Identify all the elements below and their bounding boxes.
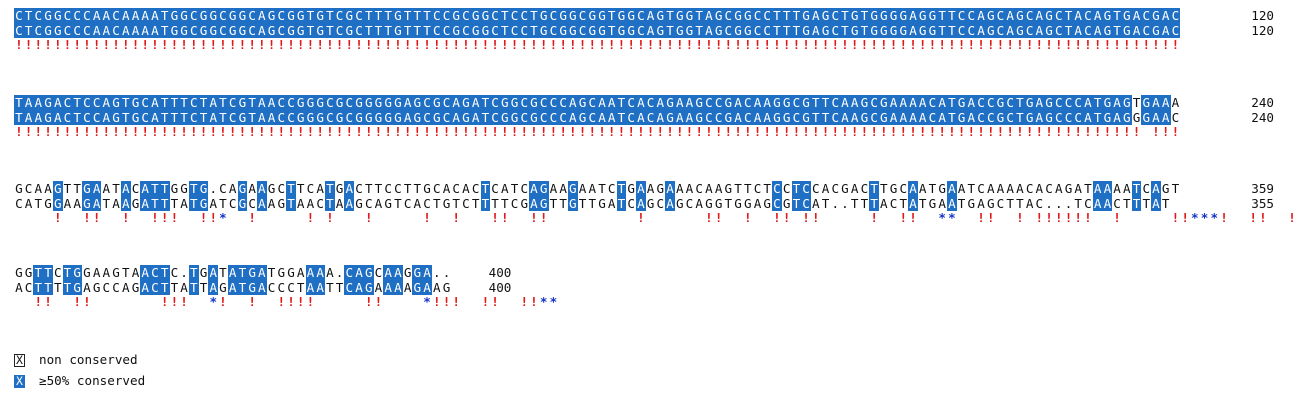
legend-conserved: X ≥50% conserved [14,373,145,389]
position-end-row-1: 400 [488,265,512,280]
position-end-row-2: 355 [1251,196,1274,211]
legend-key-non-conserved: X [14,354,25,367]
legend-label-non-conserved: non conserved [39,352,138,367]
position-end-row-1: 120 [1251,8,1274,23]
position-end-row-2: 120 [1251,23,1274,38]
position-end-row-1: 359 [1251,181,1274,196]
conservation-marks: !! !! !!! *! ! !!!! !! *!!! !! !! * * [34,294,558,309]
conservation-marks: !!!!!!!!!!!!!!!!!!!!!!!!!!!!!!!!!!!!!!!!… [15,124,1180,139]
conservation-marks: !!!!!!!!!!!!!!!!!!!!!!!!!!!!!!!!!!!!!!!!… [15,37,1180,52]
position-end-row-1: 240 [1251,95,1274,110]
position-end-row-2: 240 [1251,110,1274,125]
legend-label-conserved: ≥50% conserved [39,373,146,388]
position-end-row-2: 400 [488,280,512,295]
conservation-marks: ! !! ! !!! !! * ! ! ! ! ! ! !! !! ! !! ! … [53,210,1296,225]
legend-key-conserved: X [14,375,25,388]
